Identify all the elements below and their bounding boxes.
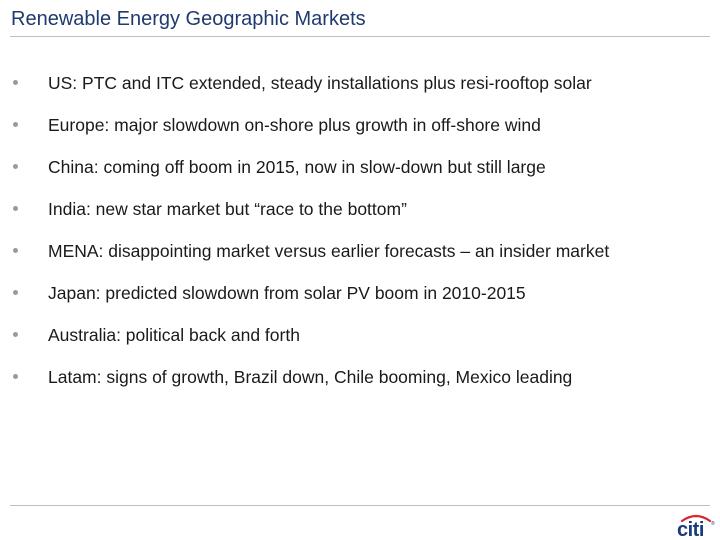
bullet-text: US: PTC and ITC extended, steady install…: [48, 73, 592, 93]
bullet-dot-icon: [13, 374, 18, 379]
bullet-dot-icon: [13, 80, 18, 85]
logo-registered-mark: ®: [711, 520, 715, 527]
bullet-dot-icon: [13, 164, 18, 169]
bullet-dot-icon: [13, 248, 18, 253]
bullet-dot-icon: [13, 206, 18, 211]
bullet-text: Australia: political back and forth: [48, 325, 300, 345]
bullet-item-europe: Europe: major slowdown on-shore plus gro…: [0, 104, 720, 146]
bullet-text: India: new star market but “race to the …: [48, 199, 407, 219]
slide-title: Renewable Energy Geographic Markets: [11, 8, 366, 30]
bullet-text: Japan: predicted slowdown from solar PV …: [48, 283, 526, 303]
bullet-dot-icon: [13, 290, 18, 295]
bullet-item-latam: Latam: signs of growth, Brazil down, Chi…: [0, 356, 720, 398]
bullet-item-india: India: new star market but “race to the …: [0, 188, 720, 230]
title-divider: [10, 36, 710, 37]
bullet-item-japan: Japan: predicted slowdown from solar PV …: [0, 272, 720, 314]
bullet-dot-icon: [13, 122, 18, 127]
footer-divider: [10, 505, 710, 506]
logo-arc-icon: [680, 514, 712, 523]
citi-logo: citi ®: [677, 514, 715, 538]
bullet-dot-icon: [13, 332, 18, 337]
bullet-item-mena: MENA: disappointing market versus earlie…: [0, 230, 720, 272]
bullet-text: China: coming off boom in 2015, now in s…: [48, 157, 546, 177]
bullet-item-china: China: coming off boom in 2015, now in s…: [0, 146, 720, 188]
bullet-text: MENA: disappointing market versus earlie…: [48, 241, 610, 261]
bullet-text: Latam: signs of growth, Brazil down, Chi…: [48, 367, 573, 387]
bullet-item-australia: Australia: political back and forth: [0, 314, 720, 356]
bullet-item-us: US: PTC and ITC extended, steady install…: [0, 62, 720, 104]
bullet-text: Europe: major slowdown on-shore plus gro…: [48, 115, 541, 135]
bullet-list: US: PTC and ITC extended, steady install…: [0, 62, 720, 398]
logo-wordmark: citi: [677, 519, 704, 538]
